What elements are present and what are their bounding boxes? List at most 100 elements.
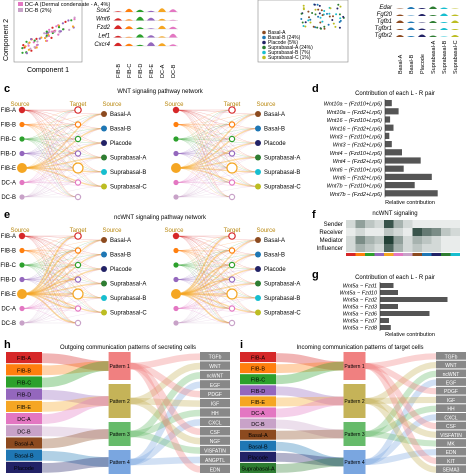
cell-label-suprabasal-a: Suprabasal-A [241, 466, 275, 472]
cell-box-fib-c [6, 376, 42, 388]
edge [21, 109, 79, 169]
pathway-box-mk [436, 439, 466, 447]
source-header: Source [102, 228, 122, 234]
pathway-box-cxcl [436, 413, 466, 421]
edge [21, 182, 79, 198]
edge [175, 138, 233, 198]
category-placode: Placode [420, 54, 426, 74]
umap-point [332, 15, 334, 18]
cell-label-dc-a: DC-A [251, 411, 265, 417]
umap-point [308, 16, 310, 19]
umap-point [36, 40, 39, 43]
edge [175, 153, 259, 158]
bar [385, 116, 391, 123]
edge [175, 254, 259, 266]
node-suprabasal-c [101, 309, 107, 316]
pathway-box-cxcl [200, 417, 230, 427]
node-basal-b [101, 251, 107, 258]
pattern-label-1: Pattern 1 [344, 364, 365, 370]
edge [175, 235, 259, 284]
edge [21, 109, 79, 169]
node-suprabasal-b [255, 169, 261, 175]
bar [385, 124, 394, 131]
edge [21, 293, 79, 310]
edge [175, 278, 233, 295]
edge [175, 167, 233, 198]
edge [21, 297, 105, 309]
target-node-fib-c [228, 135, 236, 143]
bar [385, 108, 399, 115]
flow-cell-pattern [41, 389, 109, 406]
node-suprabasal-a [101, 154, 107, 161]
edge [175, 264, 233, 295]
edge [175, 239, 259, 266]
violin-shape [169, 19, 177, 21]
panel-label-i: i [240, 339, 243, 351]
edge [175, 264, 233, 309]
edge [175, 250, 233, 280]
violin-shape [147, 17, 155, 21]
umap-point [318, 12, 321, 15]
source-node-fib-e [171, 163, 181, 173]
role-label-mediator: Mediator [320, 238, 343, 244]
edge [21, 157, 105, 198]
panel-label-h: h [4, 339, 11, 351]
pathway-label-sema3: SEMA3 [443, 468, 460, 474]
edge [175, 124, 233, 183]
edge [21, 268, 105, 280]
bar [380, 325, 391, 330]
panel-label-f: f [312, 209, 316, 221]
violin-shape [158, 18, 166, 21]
pair-label: Wnt6 − (Fzd10+Lrp6) [330, 167, 382, 173]
heat-cell [450, 236, 460, 244]
edge [175, 297, 259, 324]
target-node-fib-c [74, 261, 82, 269]
edge [21, 279, 105, 284]
legend-dot [262, 50, 266, 55]
edge [21, 235, 105, 284]
source-node-dc-b [19, 320, 25, 326]
cell-box-fib-d [240, 385, 276, 396]
flow-pattern-pathway [130, 362, 201, 436]
cell-label-basal-a: Basal-A [248, 433, 268, 439]
node-label-placode: Placode [110, 141, 132, 147]
edge [175, 124, 259, 129]
heat-cell [450, 228, 460, 236]
node-basal-a [255, 111, 261, 117]
edge [175, 157, 259, 198]
c-title: WNT signaling pathway network [117, 89, 204, 95]
edge [175, 264, 259, 313]
pattern-box-1 [343, 352, 366, 380]
edge [175, 308, 233, 324]
edge [175, 138, 259, 158]
node-label-dc-b: DC-B [1, 195, 16, 201]
umap-point [27, 48, 30, 51]
cell-label-fib-b: FIB-B [17, 368, 31, 374]
node-label-dc-b: DC-B [1, 321, 16, 327]
violin-shape [451, 20, 459, 23]
category-suprabasal-b: Suprabasal-B [442, 40, 448, 74]
violin-shape [407, 21, 415, 23]
group-strip [450, 253, 460, 256]
pathway-box-angptl [200, 455, 230, 464]
edge [21, 279, 79, 324]
pattern-box-1 [108, 352, 131, 380]
edge [175, 153, 233, 183]
pair-label: Wnt5a − Fzd8 [343, 326, 378, 332]
node-suprabasal-b [255, 295, 261, 301]
cell-label-dc-b: DC-B [17, 429, 31, 435]
source-node-dc-b [19, 194, 25, 200]
cell-box-basal-a [240, 429, 276, 440]
umap-point [45, 30, 48, 33]
edge [21, 279, 79, 295]
edge [175, 279, 233, 309]
node-label-basal-b: Basal-B [110, 127, 131, 133]
heat-cell [422, 244, 432, 252]
pattern-box-4 [343, 450, 366, 474]
edge [21, 250, 79, 266]
umap-point [311, 12, 314, 14]
edge [175, 279, 259, 313]
heat-cell [346, 220, 356, 228]
pathway-label-igf: IGF [211, 402, 219, 408]
edge [21, 282, 105, 295]
